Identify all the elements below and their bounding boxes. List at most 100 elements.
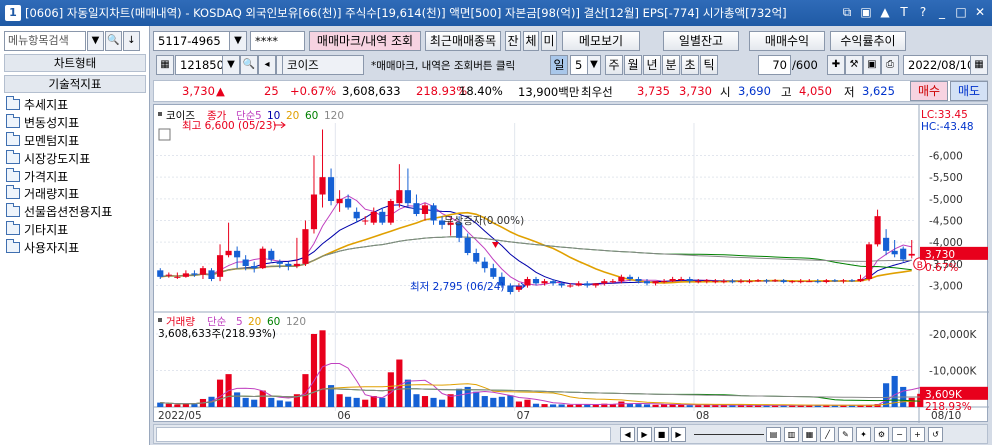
volume-bar	[515, 401, 522, 407]
tools-icon[interactable]: ⚒	[845, 55, 863, 75]
zoom-slider[interactable]	[694, 434, 764, 435]
search-next-icon[interactable]: ↓	[123, 31, 140, 51]
candle-body	[285, 263, 292, 266]
period-tick-button[interactable]: 틱	[700, 55, 718, 75]
executed-button[interactable]: 체	[523, 31, 539, 51]
scroll-track[interactable]	[156, 427, 611, 442]
volume-bar	[891, 375, 898, 407]
volume-bar	[550, 404, 557, 407]
bar-chart-icon[interactable]: ▥	[784, 427, 799, 442]
zoom-in-icon[interactable]: ▤	[766, 427, 781, 442]
folder-icon	[6, 203, 20, 218]
ma-120-line	[160, 236, 912, 278]
tree-item[interactable]: 변동성지표	[6, 114, 112, 132]
maximize-icon[interactable]: □	[955, 5, 967, 19]
reset-icon[interactable]: ↺	[928, 427, 943, 442]
code-dropdown-icon[interactable]: ▼	[222, 55, 240, 75]
candle-body	[678, 279, 685, 280]
memo-view-button[interactable]: 메모보기	[562, 31, 640, 51]
date-input[interactable]: 2022/08/10	[903, 55, 971, 75]
recent-trades-button[interactable]: 최근매매종목	[425, 31, 501, 51]
tree-item[interactable]: 거래량지표	[6, 185, 112, 203]
account-select[interactable]: 5117-4965	[153, 31, 231, 51]
analysis-icon[interactable]: ⚙	[874, 427, 889, 442]
tree-item[interactable]: 기타지표	[6, 220, 112, 239]
zoom-out-icon[interactable]: −	[892, 427, 907, 442]
scroll-start-icon[interactable]: ◀	[620, 427, 635, 442]
stop-icon[interactable]: ■	[654, 427, 669, 442]
period-week-button[interactable]: 주	[605, 55, 623, 75]
daily-balance-button[interactable]: 일별잔고	[663, 31, 739, 51]
ruler-icon[interactable]: ▦	[802, 427, 817, 442]
period-second-button[interactable]: 초	[681, 55, 699, 75]
price-tick-label: -5,500	[929, 172, 963, 184]
period-dropdown-icon[interactable]: ▼	[587, 55, 601, 75]
crosshair-icon[interactable]: ✚	[827, 55, 845, 75]
candle-body	[473, 253, 480, 262]
period-value-field[interactable]: 5	[570, 55, 588, 75]
stock-code-input[interactable]: 121850	[175, 55, 223, 75]
candle-body	[430, 205, 437, 221]
chart-area[interactable]: -3,000 -3,500 -4,000 -4,500 -5,000 -5,500 -6,0…	[153, 104, 989, 423]
tree-item[interactable]: 선물옵션전용지표	[6, 203, 112, 221]
price-tag-bg	[920, 246, 988, 260]
technical-indicator-header[interactable]: 기술적지표	[4, 75, 146, 93]
folder-icon	[6, 220, 20, 235]
indicator-icon[interactable]: ✦	[856, 427, 871, 442]
font-icon[interactable]: T	[900, 5, 908, 19]
volume-bar	[507, 395, 514, 407]
scroll-next-icon[interactable]: ▶	[671, 427, 686, 442]
chart-type-header[interactable]: 차트형태	[4, 54, 146, 72]
price-legend-item: 60	[305, 110, 318, 122]
tree-item[interactable]: 시장강도지표	[6, 149, 112, 167]
save-icon[interactable]: ▣	[863, 55, 881, 75]
minimize-icon[interactable]: _	[939, 5, 945, 19]
unexecuted-button[interactable]: 미	[541, 31, 557, 51]
tree-item[interactable]: 사용자지표	[6, 238, 112, 256]
password-field[interactable]: ****	[250, 31, 305, 51]
buy-button[interactable]: 매수	[910, 81, 948, 101]
settings-icon[interactable]: ▦	[156, 55, 174, 75]
search-icon[interactable]: 🔍	[105, 31, 122, 51]
menu-search-input[interactable]: 메뉴항목검색	[4, 31, 86, 51]
link-window-icon[interactable]: ⧉	[842, 5, 852, 19]
zoom-plus-icon[interactable]: +	[910, 427, 925, 442]
volume-bar	[234, 392, 241, 407]
tree-item[interactable]: 추세지표	[6, 96, 112, 114]
period-minute-button[interactable]: 분	[662, 55, 680, 75]
close-icon[interactable]: ✕	[974, 5, 986, 19]
x-axis-label: 06	[337, 410, 351, 422]
sell-button[interactable]: 매도	[950, 81, 988, 101]
return-trend-button[interactable]: 수익률추이	[830, 31, 906, 51]
chart-scroll-bar[interactable]: ◀ ▶ ■ ▶ ▤ ▥ ▦ ╱ ✎ ✦ ⚙ − + ↺	[153, 424, 988, 444]
trade-profit-button[interactable]: 매매수익	[749, 31, 825, 51]
tree-item[interactable]: 모멘텀지표	[6, 131, 112, 150]
volume-bar	[823, 405, 830, 407]
scroll-prev-icon[interactable]: ▶	[637, 427, 652, 442]
volume-bar	[242, 397, 249, 407]
search-dropdown-icon[interactable]: ▼	[87, 31, 104, 51]
layout-icon[interactable]: ▣	[860, 5, 872, 19]
volume-bar	[848, 405, 856, 407]
draw-tool-icon[interactable]: ✎	[838, 427, 853, 442]
calendar-icon[interactable]: ▦	[970, 55, 988, 75]
pin-icon[interactable]: ▲	[880, 5, 890, 19]
period-month-button[interactable]: 월	[624, 55, 642, 75]
volume-bar	[345, 396, 352, 407]
tree-item[interactable]: 가격지표	[6, 167, 112, 185]
balance-button[interactable]: 잔	[505, 31, 521, 51]
candle-count-input[interactable]: 70	[758, 55, 791, 75]
stock-search-icon[interactable]: 🔍	[240, 55, 258, 75]
sound-icon[interactable]: ◂	[258, 55, 276, 75]
line-chart-icon[interactable]: ╱	[820, 427, 835, 442]
volume-bar	[157, 402, 164, 407]
chart-svg[interactable]: -3,000 -3,500 -4,000 -4,500 -5,000 -5,500 -6,0…	[154, 105, 989, 423]
period-year-button[interactable]: 년	[643, 55, 661, 75]
print-icon[interactable]: ⎙	[881, 55, 899, 75]
trade-mark-query-button[interactable]: 매매마크/내역 조회	[309, 31, 421, 51]
volume-bar	[712, 405, 719, 407]
account-dropdown-icon[interactable]: ▼	[229, 31, 247, 51]
price-pct-tag: 0.67%	[925, 262, 958, 274]
period-day-button[interactable]: 일	[550, 55, 568, 75]
help-icon[interactable]: ?	[919, 5, 927, 19]
